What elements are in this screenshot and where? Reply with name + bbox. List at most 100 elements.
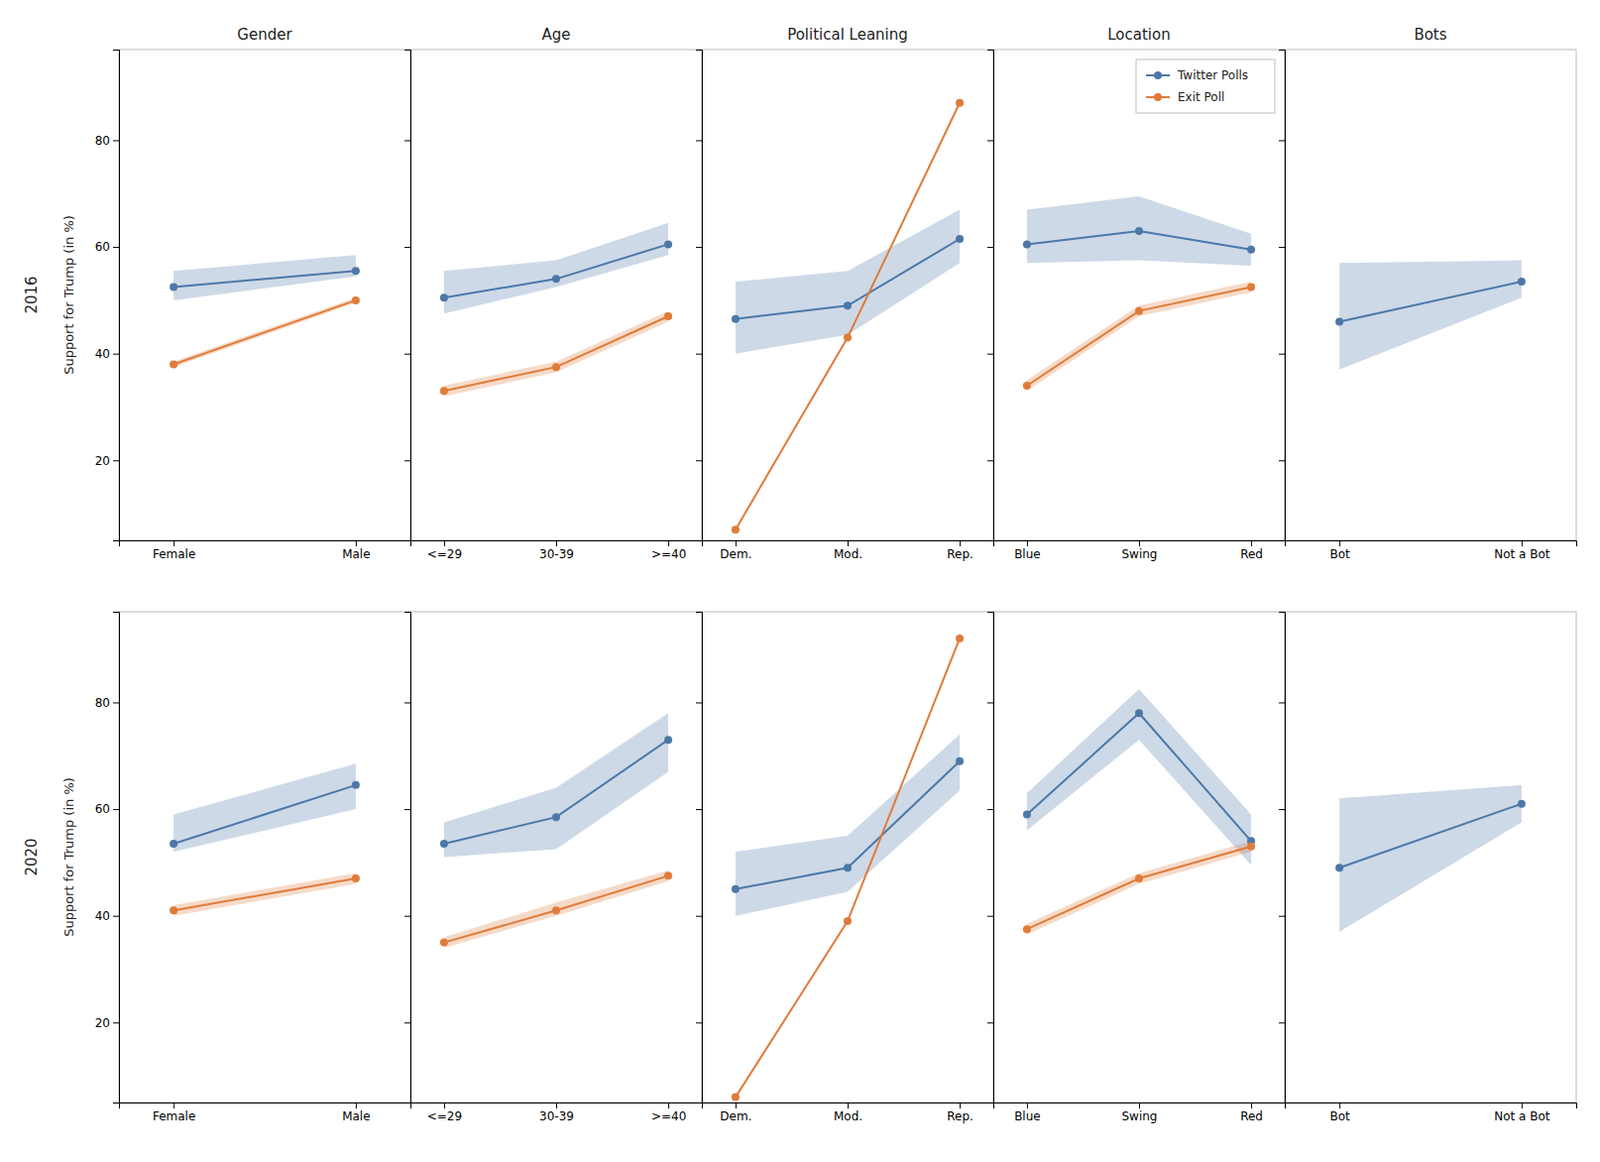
x-tick: >=40 bbox=[651, 1102, 686, 1124]
y-tick bbox=[695, 915, 702, 917]
plot-frame bbox=[118, 49, 411, 541]
point bbox=[843, 916, 852, 925]
y-tick-mark bbox=[404, 701, 411, 703]
x-tick: Red bbox=[1240, 1102, 1263, 1124]
row-label: 2016 bbox=[22, 275, 41, 314]
x-axis: BlueSwingRed bbox=[994, 540, 1286, 562]
x-axis-line bbox=[1285, 541, 1578, 548]
y-tick-mark bbox=[987, 808, 994, 810]
y-tick-mark bbox=[1278, 246, 1285, 248]
point bbox=[955, 757, 964, 766]
row-label: 2020 bbox=[22, 837, 41, 876]
x-tick-mark bbox=[1251, 540, 1253, 547]
series-line bbox=[173, 270, 356, 287]
x-axis-line bbox=[1285, 1103, 1578, 1110]
x-tick-mark bbox=[1521, 540, 1523, 547]
x-tick-mark bbox=[847, 1102, 849, 1109]
y-tick bbox=[404, 915, 411, 917]
y-tick-mark bbox=[113, 246, 119, 248]
point bbox=[731, 1093, 740, 1102]
x-axis-line bbox=[119, 541, 412, 548]
x-tick: <=29 bbox=[427, 540, 462, 562]
x-tick-label: Mod. bbox=[833, 547, 863, 562]
panel: FemaleMale20406080GenderSupport for Trum… bbox=[22, 25, 412, 562]
panel: BlueSwingRed bbox=[987, 611, 1286, 1124]
x-axis: Dem. Mod. Rep. bbox=[702, 540, 995, 562]
x-tick-label: 30-39 bbox=[539, 1109, 574, 1124]
y-tick-mark bbox=[695, 353, 702, 355]
band bbox=[173, 873, 356, 916]
x-axis-line bbox=[994, 541, 1286, 548]
point bbox=[843, 301, 852, 310]
y-tick-mark bbox=[987, 701, 994, 703]
point bbox=[169, 359, 178, 368]
y-tick-mark bbox=[695, 915, 702, 917]
panel: BotNot a BotBots bbox=[1278, 25, 1578, 562]
y-axis-line bbox=[695, 50, 703, 542]
y-axis-line bbox=[987, 50, 995, 542]
y-tick-mark bbox=[695, 459, 702, 461]
x-tick-mark bbox=[1027, 1102, 1029, 1109]
x-tick: Mod. bbox=[833, 540, 863, 562]
x-axis-line bbox=[994, 1103, 1286, 1110]
plot-frame bbox=[1284, 49, 1577, 541]
series-line bbox=[173, 878, 356, 911]
x-tick-label: Not a Bot bbox=[1493, 547, 1551, 562]
panel-title: Age bbox=[541, 25, 571, 44]
x-axis: <=29 30-39 >=40 bbox=[411, 1102, 703, 1124]
x-axis: <=2930-39>=40 bbox=[411, 540, 703, 562]
y-tick bbox=[404, 459, 411, 461]
y-tick-label: 60 bbox=[95, 801, 111, 816]
x-axis-line bbox=[119, 1103, 412, 1110]
x-tick: Rep. bbox=[946, 540, 974, 562]
y-tick-mark bbox=[404, 353, 411, 355]
x-tick-mark bbox=[1521, 1102, 1523, 1109]
x-tick: Dem. bbox=[719, 540, 752, 562]
series-line bbox=[444, 316, 669, 391]
y-tick bbox=[404, 701, 411, 703]
series-line bbox=[735, 103, 960, 530]
x-tick: Bot bbox=[1329, 1102, 1351, 1124]
x-tick: Bot bbox=[1329, 540, 1351, 562]
point bbox=[351, 296, 360, 305]
x-tick: Male bbox=[342, 1102, 370, 1124]
y-tick: 80 bbox=[95, 695, 119, 710]
y-tick-mark bbox=[1278, 701, 1285, 703]
x-tick-label: <=29 bbox=[427, 547, 462, 562]
plot-frame bbox=[701, 49, 994, 541]
y-tick bbox=[404, 246, 411, 248]
y-axis bbox=[695, 50, 703, 542]
panel: BotNot a Bot bbox=[1278, 611, 1578, 1124]
y-tick bbox=[987, 808, 994, 810]
x-axis: BlueSwingRed bbox=[994, 1102, 1286, 1124]
y-tick bbox=[987, 915, 994, 917]
plot-area bbox=[1335, 260, 1526, 370]
point bbox=[1135, 708, 1143, 717]
x-tick-label: 30-39 bbox=[539, 547, 574, 562]
x-tick-label: <=29 bbox=[427, 1109, 462, 1124]
panel-title: Gender bbox=[236, 25, 293, 44]
x-tick: Not a Bot bbox=[1493, 540, 1551, 562]
y-tick-mark bbox=[987, 353, 994, 355]
series-line bbox=[1027, 712, 1252, 841]
x-tick-mark bbox=[1139, 540, 1141, 547]
band bbox=[1027, 196, 1252, 266]
x-tick: Red bbox=[1240, 540, 1263, 562]
x-tick-label: Male bbox=[342, 1109, 370, 1124]
band bbox=[444, 712, 669, 857]
point bbox=[552, 274, 561, 283]
series-line bbox=[444, 875, 669, 942]
series-line bbox=[735, 638, 960, 1098]
point bbox=[1023, 924, 1031, 933]
x-tick-mark bbox=[1027, 540, 1029, 547]
x-tick-label: Rep. bbox=[946, 1109, 974, 1124]
y-tick bbox=[1278, 246, 1285, 248]
y-tick-label: 40 bbox=[95, 909, 111, 923]
x-tick-mark bbox=[173, 540, 175, 547]
plot-area bbox=[731, 634, 964, 1102]
point bbox=[843, 334, 852, 343]
y-axis-line bbox=[404, 612, 412, 1104]
panel-title: Location bbox=[1107, 25, 1170, 44]
x-tick-mark bbox=[1339, 540, 1341, 547]
point bbox=[1247, 282, 1256, 291]
